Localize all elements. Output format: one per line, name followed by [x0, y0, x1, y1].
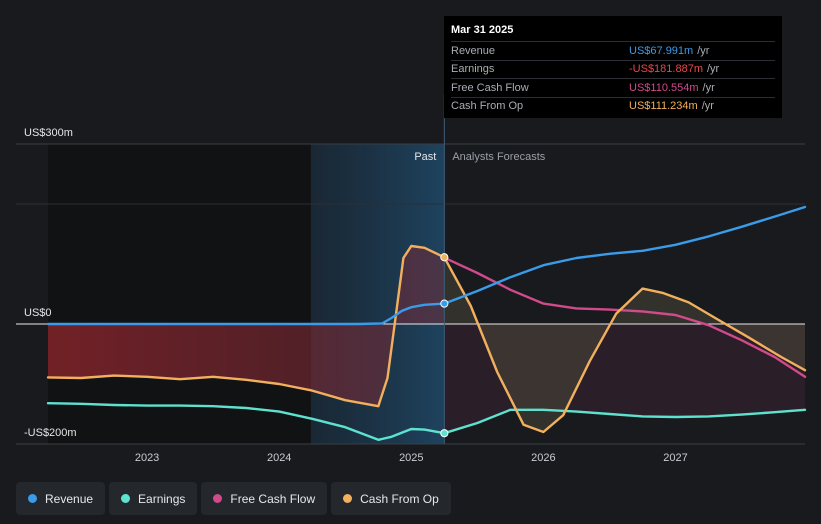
legend-item-free-cash-flow[interactable]: Free Cash Flow: [201, 482, 328, 515]
legend-dot-icon: [28, 494, 37, 503]
legend-label: Revenue: [45, 491, 94, 506]
tooltip-label: Earnings: [451, 63, 495, 76]
cash-from-op-marker: [440, 253, 449, 262]
legend-label: Earnings: [138, 491, 186, 506]
tooltip-row-cash-from-op: Cash From Op US$111.234m /yr: [451, 96, 775, 116]
cash-from-op-area: [444, 257, 805, 432]
tooltip-date: Mar 31 2025: [451, 24, 514, 36]
forecast-label: Analysts Forecasts: [452, 151, 545, 163]
y-label-zero: US$0: [24, 307, 52, 319]
tooltip-row-earnings: Earnings -US$181.887m /yr: [451, 59, 775, 79]
x-tick-label: 2023: [135, 452, 159, 464]
tooltip-unit: /yr: [702, 81, 715, 94]
legend-label: Free Cash Flow: [230, 491, 316, 506]
revenue-line: [46, 205, 807, 326]
tooltip-label: Revenue: [451, 44, 496, 57]
tooltip-value: US$111.234m: [629, 100, 698, 113]
legend-dot-icon: [213, 494, 223, 503]
x-tick-label: 2025: [399, 452, 423, 464]
tooltip: Mar 31 2025 Revenue US$67.991m /yr Earni…: [444, 16, 782, 118]
legend-item-earnings[interactable]: Earnings: [109, 482, 198, 515]
tooltip-unit: /yr: [707, 63, 720, 76]
y-label-bottom: -US$200m: [24, 427, 77, 439]
legend-dot-icon: [343, 494, 353, 503]
revenue-marker: [440, 299, 449, 308]
earnings-line: [46, 402, 807, 441]
tooltip-value: US$67.991m: [629, 44, 694, 57]
cash-from-op-negative-area: [48, 246, 445, 407]
x-tick-label: 2026: [531, 452, 555, 464]
free-cash-flow-line: [443, 256, 807, 378]
tooltip-value: US$110.554m: [629, 81, 699, 94]
tooltip-row-revenue: Revenue US$67.991m /yr: [451, 41, 775, 60]
y-label-top: US$300m: [24, 127, 73, 139]
tooltip-row-free-cash-flow: Free Cash Flow US$110.554m /yr: [451, 78, 775, 97]
legend-item-revenue[interactable]: Revenue: [16, 482, 106, 515]
tooltip-unit: /yr: [697, 44, 710, 57]
x-tick-label: 2027: [663, 452, 687, 464]
legend: Revenue Earnings Free Cash Flow Cash Fro…: [16, 482, 451, 515]
legend-item-cash-from-op[interactable]: Cash From Op: [331, 482, 451, 515]
legend-label: Cash From Op: [360, 491, 439, 506]
tooltip-value: -US$181.887m: [629, 63, 703, 76]
tooltip-unit: /yr: [701, 100, 714, 113]
cash-from-op-line: [46, 244, 807, 434]
x-tick-label: 2024: [267, 452, 291, 464]
tooltip-label: Cash From Op: [451, 100, 524, 113]
tooltip-label: Free Cash Flow: [451, 81, 529, 94]
earnings-marker: [440, 429, 449, 438]
past-shade: [48, 144, 311, 444]
past-label: Past: [414, 151, 436, 163]
legend-dot-icon: [121, 494, 131, 503]
